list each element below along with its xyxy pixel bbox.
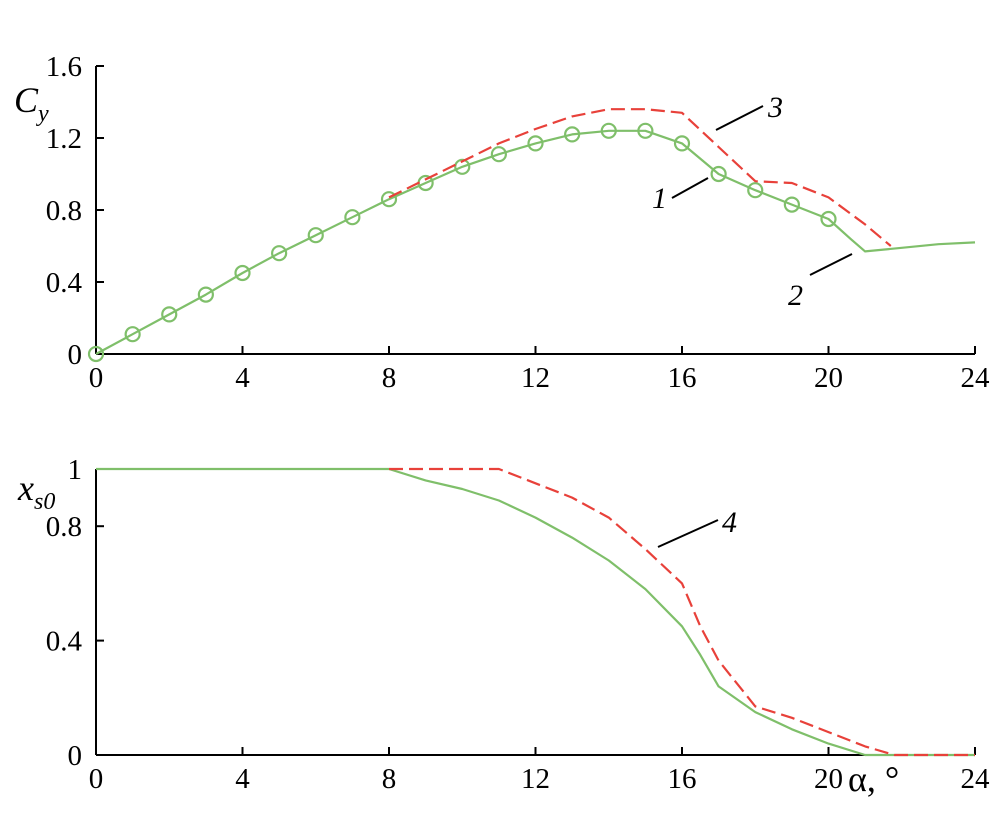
series-marker <box>234 264 251 282</box>
bottom-panel-xs0: 0 4 8 12 16 20 24 0 0.4 0.8 1 xs0 α, ° 4 <box>17 454 990 799</box>
y-tick-label: 0 <box>68 339 83 371</box>
callout-leader <box>809 253 853 276</box>
x-tick-label: 20 <box>814 362 843 394</box>
series-marker <box>820 210 837 228</box>
series-marker <box>161 306 178 323</box>
callout-leader <box>657 519 719 548</box>
series-marker <box>747 182 764 199</box>
y-tick-label: 1.2 <box>46 123 82 155</box>
x-tick-label: 16 <box>668 763 697 795</box>
callout-leader <box>671 177 709 199</box>
x-tick-label: 8 <box>382 763 397 795</box>
series-marker <box>380 191 398 208</box>
x-tick-label: 12 <box>521 362 550 394</box>
callout-label: 1 <box>652 182 667 215</box>
x-axis-label: α, ° <box>848 759 899 799</box>
y-axis-label: xs0 <box>17 468 55 515</box>
series-marker <box>124 326 141 343</box>
series-marker <box>783 196 800 213</box>
series-marker <box>197 286 214 303</box>
y-tick-label: 0 <box>68 740 83 772</box>
series-marker <box>710 165 727 183</box>
series-line-0 <box>96 467 975 757</box>
x-tick-label: 12 <box>521 763 550 795</box>
y-tick-label: 0.4 <box>46 626 83 658</box>
y-tick-label: 0.8 <box>46 195 82 227</box>
series-marker <box>490 146 507 163</box>
y-tick-label: 0.8 <box>46 511 82 543</box>
y-tick-label: 1.6 <box>46 51 82 83</box>
x-tick-label: 16 <box>668 362 697 394</box>
series-marker <box>527 135 544 152</box>
x-tick-label: 4 <box>235 362 250 394</box>
series-line-2 <box>95 129 976 355</box>
x-tick-label: 0 <box>89 763 104 795</box>
x-tick-label: 0 <box>89 362 104 394</box>
series-line-4 <box>389 467 975 757</box>
callout-leader <box>715 105 764 131</box>
x-tick-label: 4 <box>235 763 250 795</box>
x-tick-label: 24 <box>961 362 991 394</box>
series-marker <box>271 245 288 262</box>
x-tick-label: 24 <box>961 763 991 795</box>
y-tick-label: 0.4 <box>46 267 83 299</box>
y-tick-label: 1 <box>68 454 83 486</box>
callout-label: 2 <box>788 279 803 312</box>
series-marker <box>307 227 324 244</box>
series-marker <box>344 209 361 226</box>
series-marker <box>673 135 691 152</box>
series-marker <box>87 345 105 363</box>
x-tick-label: 20 <box>814 763 843 795</box>
callout-label: 4 <box>722 506 737 539</box>
callout-label: 3 <box>767 91 783 124</box>
series-marker <box>454 158 471 175</box>
x-tick-label: 8 <box>382 362 397 394</box>
y-axis-label: Cy <box>14 80 49 127</box>
